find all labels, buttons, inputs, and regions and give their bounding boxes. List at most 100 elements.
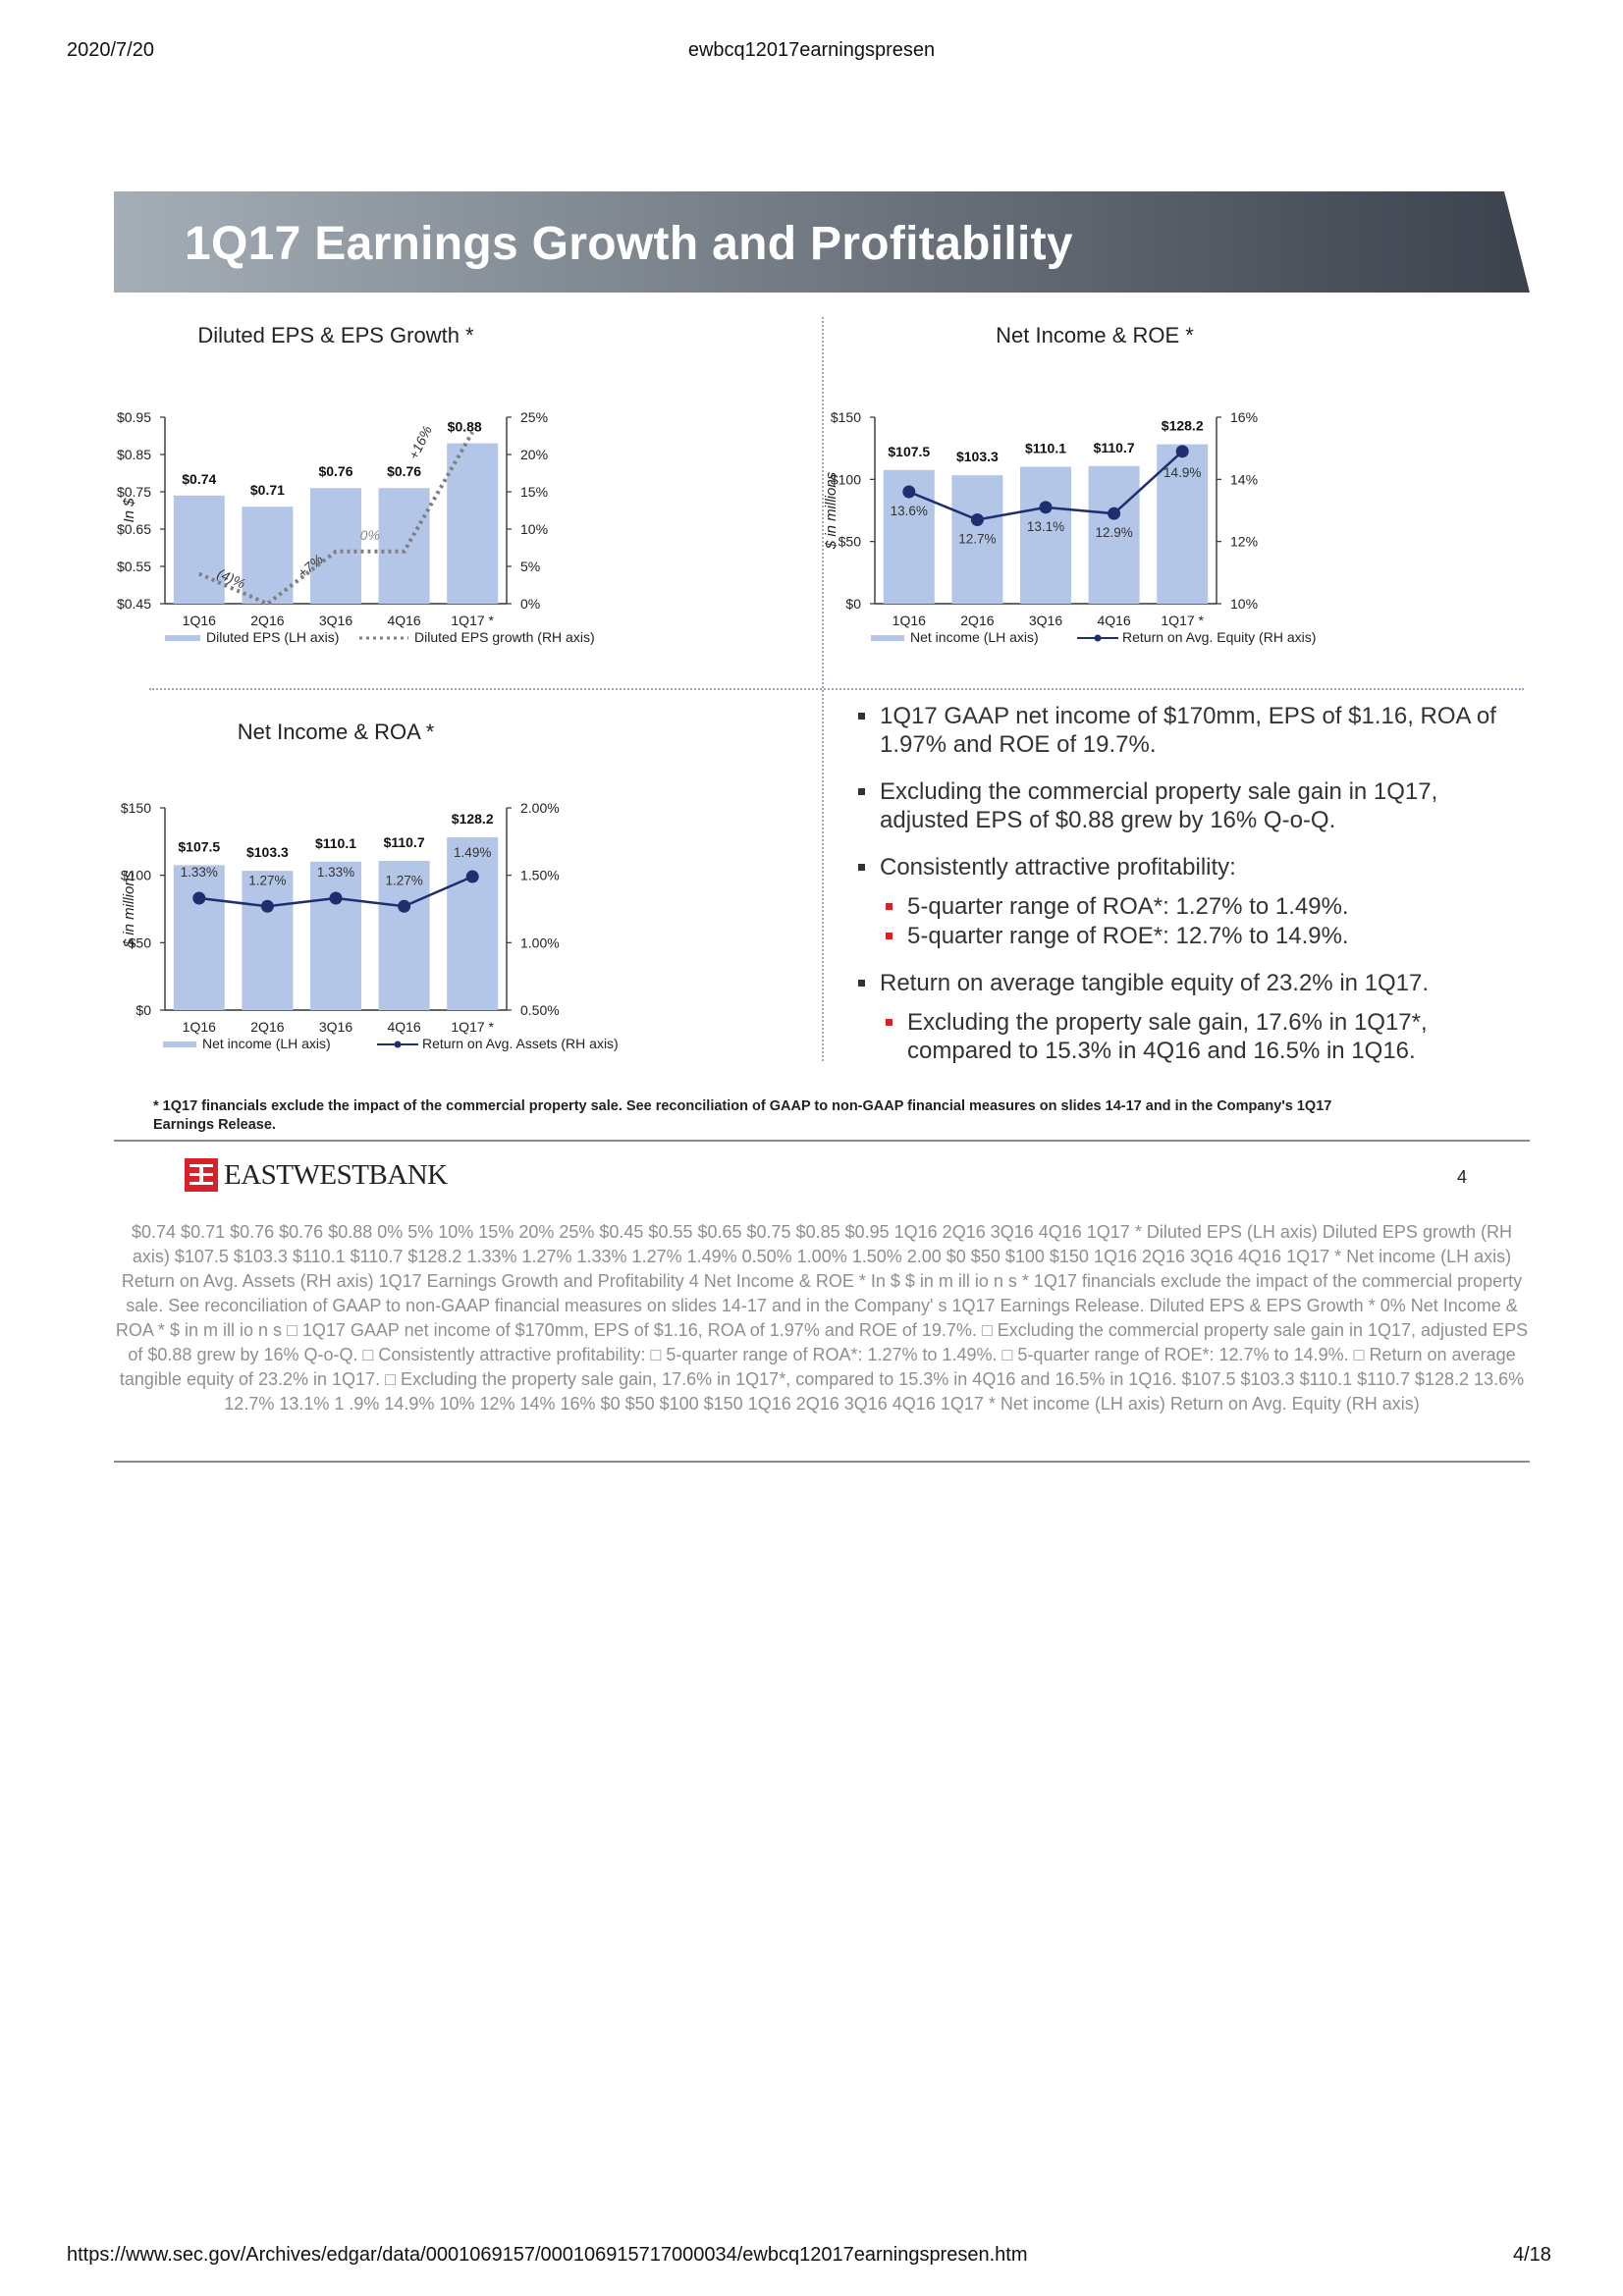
bar — [1088, 465, 1140, 604]
bullet-item: Consistently attractive profitability: — [856, 853, 1524, 881]
y-tick-label: $0 — [845, 596, 861, 612]
legend-bar-swatch — [163, 1041, 196, 1047]
growth-label: +16% — [406, 423, 435, 462]
bar-value-label: $103.3 — [956, 449, 999, 464]
legend-label: Return on Avg. Assets (RH axis) — [422, 1036, 619, 1051]
return-point — [329, 891, 343, 905]
bar-value-label: $0.76 — [318, 463, 352, 479]
y-tick-label: $0.95 — [117, 409, 151, 425]
y2-tick-label: 25% — [520, 409, 548, 425]
y-tick-label: $0.55 — [117, 559, 151, 574]
bar — [951, 475, 1003, 604]
y2-tick-label: 0% — [520, 596, 540, 612]
y2-tick-label: 5% — [520, 559, 540, 574]
eps-chart: Diluted EPS & EPS Growth * In $ $0.45 $0.55… — [117, 323, 595, 645]
y2-tick-label: 16% — [1230, 409, 1258, 425]
x-tick-label: 3Q16 — [319, 1019, 352, 1035]
x-tick-label: 1Q16 — [893, 613, 926, 628]
red-square-icon — [886, 1019, 893, 1026]
y-tick-label: $50 — [129, 934, 152, 950]
return-value-label: 13.1% — [1027, 519, 1064, 534]
footer-rule — [114, 1140, 1530, 1142]
y2-tick-label: 10% — [520, 521, 548, 537]
bullet-item: Return on average tangible equity of 23.… — [856, 969, 1524, 997]
bar — [173, 865, 225, 1010]
y2-tick-label: 2.00% — [520, 800, 560, 816]
bar-value-label: $107.5 — [888, 444, 930, 459]
return-point — [260, 899, 274, 913]
return-point — [1175, 445, 1189, 458]
x-tick-label: 4Q16 — [387, 613, 420, 628]
x-tick-label: 2Q16 — [250, 1019, 284, 1035]
print-date: 2020/7/20 — [67, 39, 154, 61]
x-tick-label: 1Q16 — [183, 613, 216, 628]
bar-value-label: $0.76 — [387, 463, 421, 479]
bar — [447, 836, 499, 1010]
footnote: * 1Q17 financials exclude the impact of … — [153, 1097, 1449, 1135]
y-tick-label: $0 — [135, 1002, 151, 1018]
bar-value-label: $110.1 — [1025, 441, 1066, 456]
bar-value-label: $0.71 — [250, 482, 285, 498]
return-point — [465, 870, 479, 883]
bullet-square-icon — [858, 713, 865, 720]
y-tick-label: $0.65 — [117, 521, 151, 537]
return-point — [902, 485, 916, 499]
horizontal-divider — [149, 688, 1524, 690]
print-page-count: 4/18 — [1513, 2244, 1551, 2266]
extracted-text-rule — [114, 1461, 1530, 1463]
sub-bullet-item: 5-quarter range of ROE*: 12.7% to 14.9%. — [856, 922, 1524, 950]
bank-logo-icon — [185, 1158, 218, 1192]
x-tick-label: 4Q16 — [387, 1019, 420, 1035]
sub-bullet-item: Excluding the property sale gain, 17.6% … — [856, 1008, 1524, 1065]
legend-point-swatch — [1094, 634, 1102, 642]
legend-point-swatch — [394, 1041, 402, 1048]
x-tick-label: 4Q16 — [1097, 613, 1130, 628]
footnote-line: Earnings Release. — [153, 1117, 276, 1133]
x-tick-label: 1Q17 * — [451, 1019, 494, 1035]
y2-tick-label: 15% — [520, 484, 548, 500]
y-tick-label: $150 — [121, 800, 151, 816]
bar-value-label: $0.74 — [182, 471, 216, 487]
x-tick-label: 1Q17 * — [451, 613, 494, 628]
return-value-label: 1.33% — [317, 865, 354, 880]
red-square-icon — [886, 933, 893, 939]
y-tick-label: $100 — [121, 868, 151, 883]
slide-page-number: 4 — [1457, 1167, 1468, 1187]
return-value-label: 14.9% — [1163, 465, 1201, 480]
return-point — [192, 891, 206, 905]
y-axis-label: In $ — [121, 498, 137, 523]
title-banner — [114, 191, 1530, 293]
bar-value-label: $128.2 — [1162, 418, 1204, 434]
y2-tick-label: 1.50% — [520, 868, 560, 883]
legend-label: Net income (LH axis) — [910, 629, 1039, 645]
y2-tick-label: 1.00% — [520, 934, 560, 950]
bank-name: EASTWESTBANK — [224, 1158, 448, 1191]
bar-value-label: $110.7 — [1094, 440, 1135, 455]
return-value-label: 1.27% — [248, 873, 286, 887]
chart-title: Net Income & ROE * — [996, 323, 1194, 347]
return-point — [1039, 501, 1053, 514]
bar — [378, 860, 430, 1010]
y-tick-label: $0.75 — [117, 484, 151, 500]
legend-label: Return on Avg. Equity (RH axis) — [1122, 629, 1316, 645]
x-tick-label: 2Q16 — [960, 613, 994, 628]
y-axis-label: $ in millions — [823, 471, 839, 550]
y-tick-label: $0.85 — [117, 447, 151, 462]
y2-tick-label: 10% — [1230, 596, 1258, 612]
print-url: https://www.sec.gov/Archives/edgar/data/… — [67, 2244, 1028, 2266]
x-tick-label: 1Q17 * — [1161, 613, 1204, 628]
y2-tick-label: 0.50% — [520, 1002, 560, 1018]
y-tick-label: $100 — [831, 471, 861, 487]
bar-value-label: $110.7 — [384, 834, 425, 850]
bar-value-label: $0.88 — [448, 419, 482, 435]
return-value-label: 12.7% — [958, 532, 996, 547]
y2-tick-label: 20% — [520, 447, 548, 462]
slide-title: 1Q17 Earnings Growth and Profitability — [185, 218, 1073, 270]
roe-chart: Net Income & ROE * $ in millions $0 $50 $100… — [823, 323, 1316, 645]
footnote-line: * 1Q17 financials exclude the impact of … — [153, 1098, 1332, 1114]
legend-label: Net income (LH axis) — [202, 1036, 331, 1051]
growth-label: 0% — [360, 527, 380, 543]
return-value-label: 1.27% — [385, 873, 422, 887]
print-doc-title: ewbcq12017earningspresen — [687, 39, 936, 61]
bullet-item: 1Q17 GAAP net income of $170mm, EPS of $… — [856, 702, 1524, 759]
